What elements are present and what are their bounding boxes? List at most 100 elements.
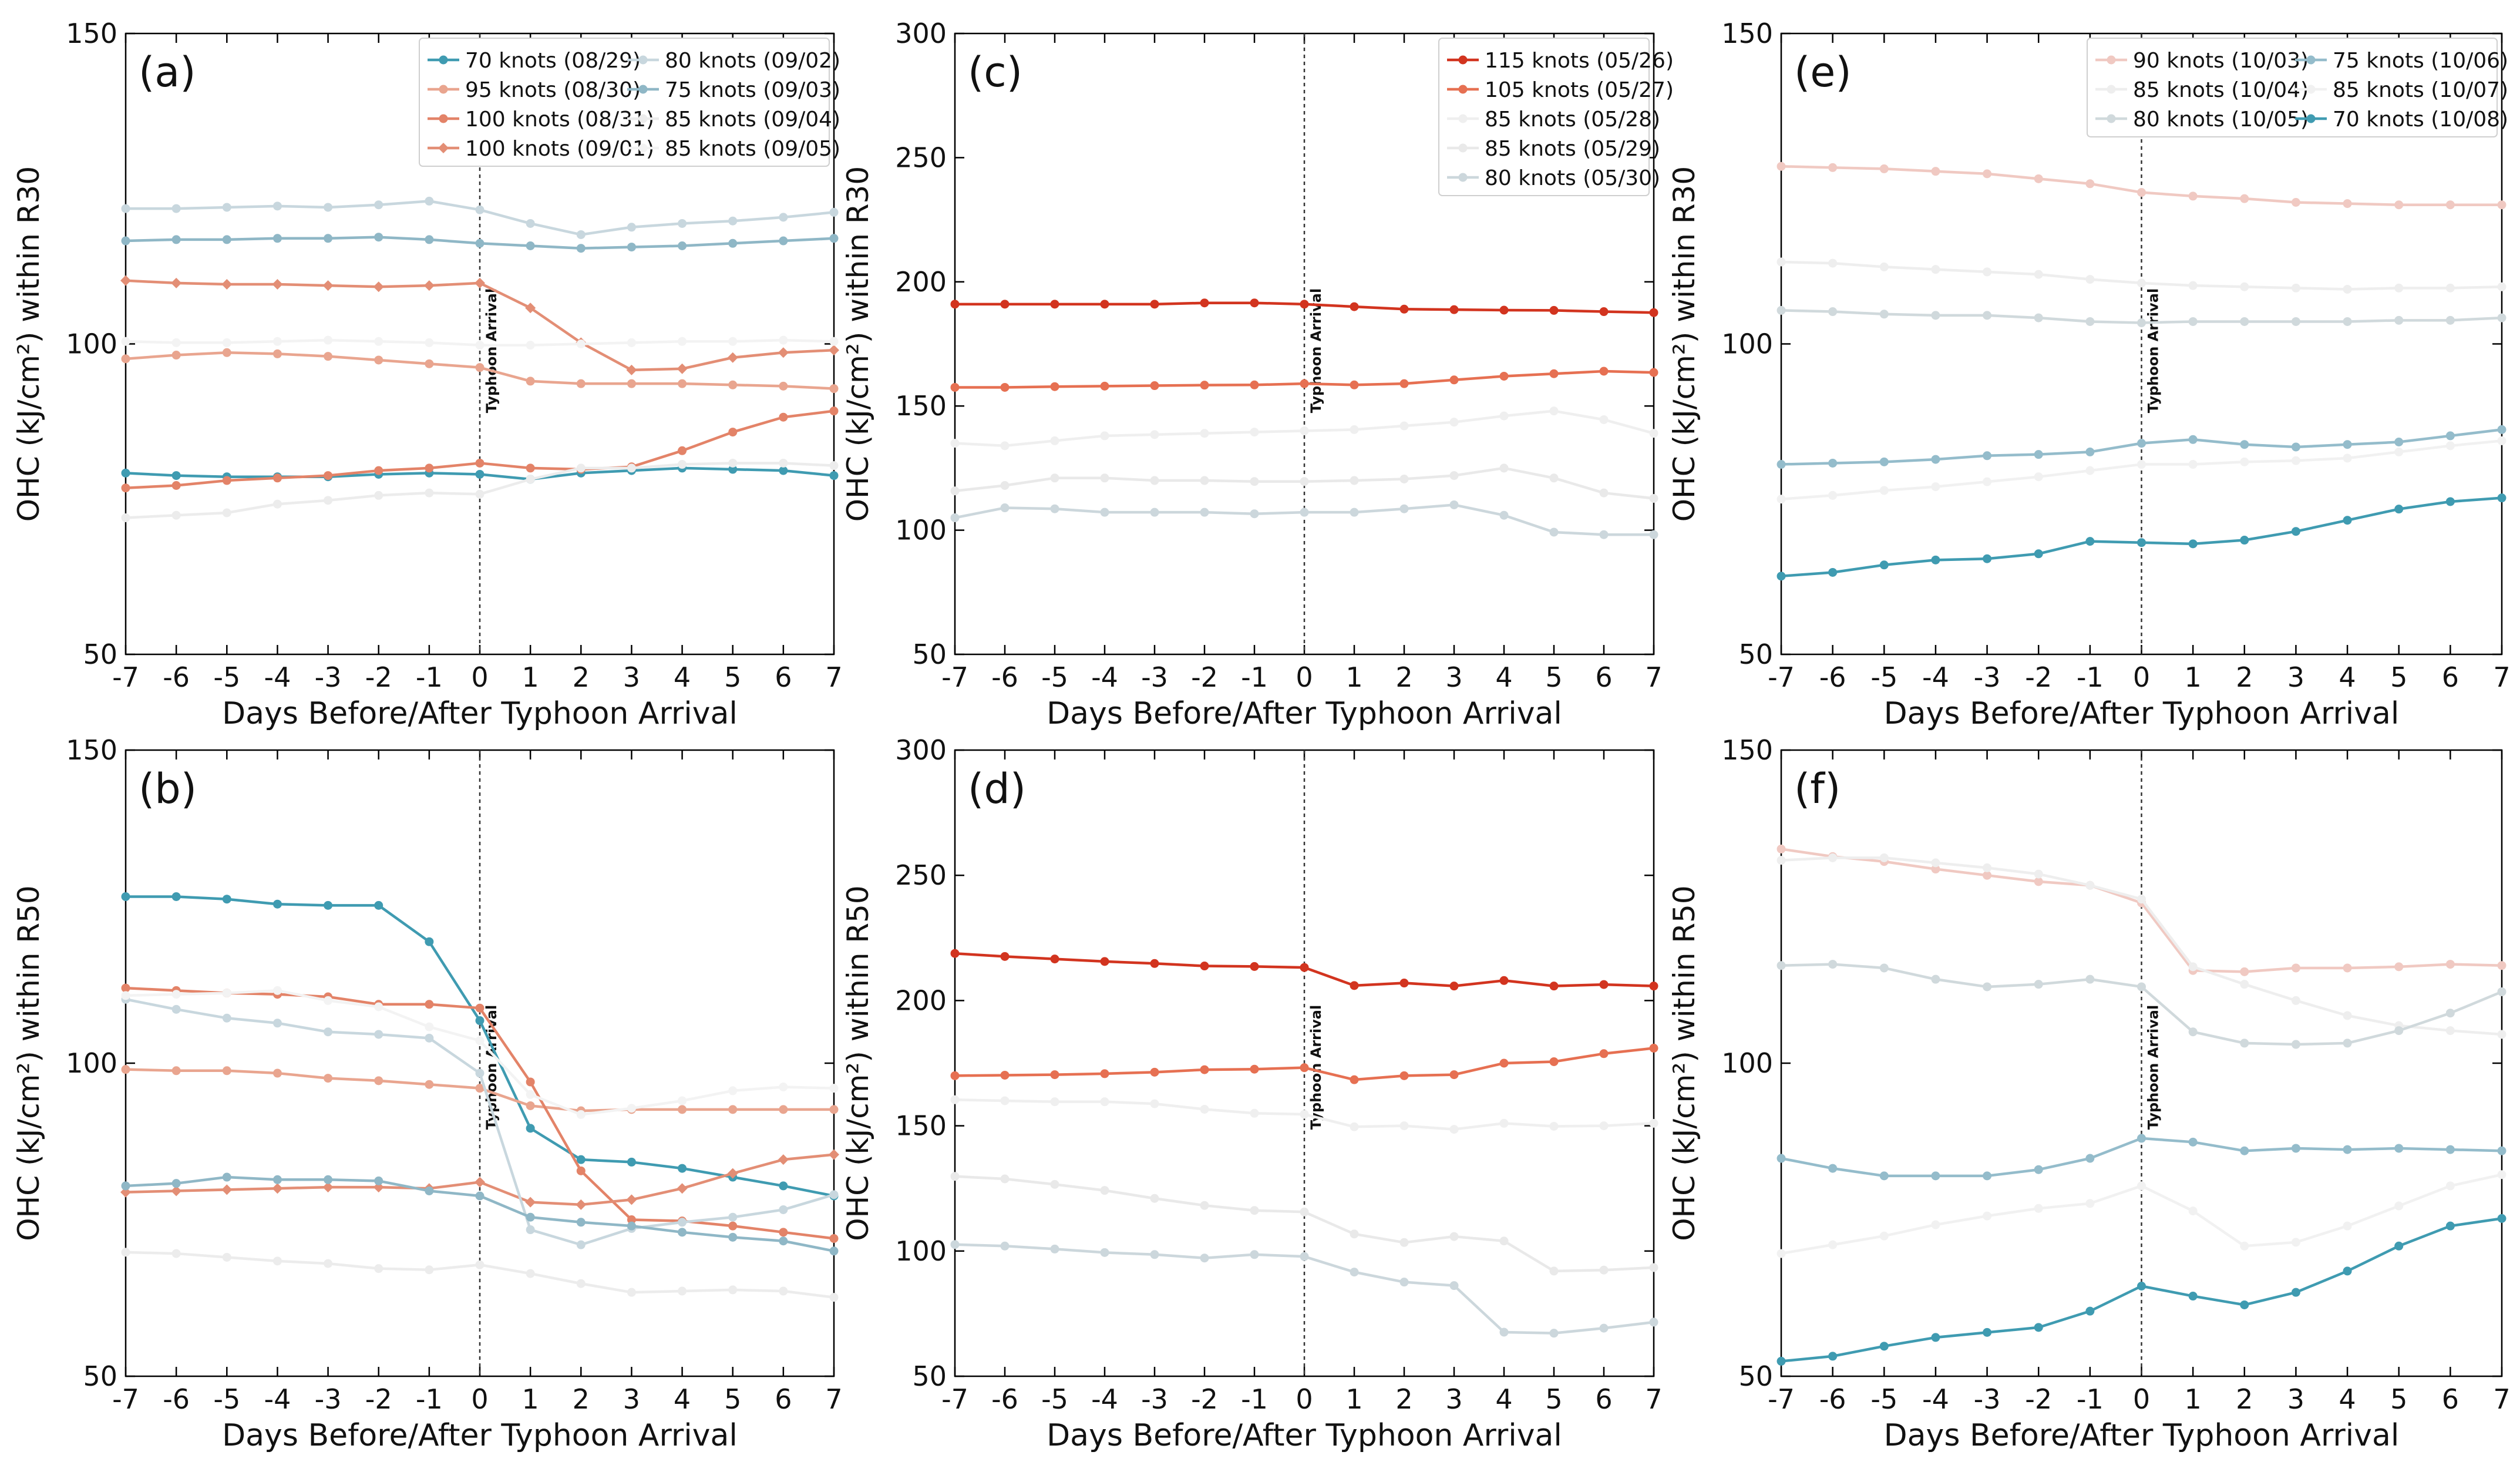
x-tick-label: 1: [2185, 1383, 2202, 1415]
data-point: [2291, 1040, 2300, 1049]
data-point: [425, 1022, 434, 1031]
x-tick-label: -7: [1768, 1383, 1795, 1415]
y-tick-label: 100: [895, 515, 947, 546]
data-point: [2497, 493, 2506, 503]
data-point: [1983, 169, 1992, 179]
data-point: [627, 1157, 636, 1167]
x-tick-label: 0: [471, 661, 488, 693]
data-point: [627, 243, 636, 252]
data-point: [1931, 455, 1940, 464]
legend: 90 knots (10/03) 85 knots (10/04) 80 knots…: [2087, 38, 2508, 137]
data-point: [1549, 473, 1559, 483]
data-point: [2343, 1145, 2352, 1154]
x-tick-label: -3: [1141, 1383, 1168, 1415]
x-tick-label: 4: [1495, 661, 1512, 693]
data-point: [1879, 486, 1889, 495]
data-point: [1879, 457, 1889, 466]
data-point: [526, 341, 535, 350]
data-point: [1200, 1065, 1209, 1074]
data-point: [526, 1090, 535, 1099]
data-point: [322, 1182, 334, 1193]
x-tick-label: -4: [1922, 661, 1949, 693]
data-point: [2240, 440, 2249, 449]
data-point: [2394, 1201, 2404, 1211]
data-point: [2291, 963, 2300, 973]
data-point: [1599, 1121, 1609, 1131]
data-point: [1050, 473, 1059, 483]
data-point: [1250, 1250, 1259, 1259]
data-point: [1931, 1171, 1940, 1181]
data-point: [778, 347, 789, 358]
legend: 70 knots (08/29) 95 knots (08/30) 100 knot…: [419, 38, 840, 167]
data-point: [1649, 1263, 1658, 1272]
data-point: [728, 380, 738, 389]
data-point: [2445, 315, 2455, 325]
data-point: [1100, 1186, 1109, 1195]
data-point: [2085, 537, 2095, 546]
data-point: [779, 466, 788, 475]
typhoon-arrival-label: Typhoon Arrival: [483, 288, 500, 413]
data-point: [475, 1068, 485, 1078]
x-tick-label: 6: [2442, 661, 2459, 693]
data-point: [475, 205, 485, 214]
data-point: [171, 480, 181, 490]
data-point: [1250, 962, 1259, 971]
data-point: [1050, 382, 1059, 391]
legend-swatch-marker: [2306, 55, 2316, 65]
data-point: [2445, 283, 2455, 293]
series-f-1: [1777, 853, 2506, 1039]
data-point: [1100, 381, 1109, 391]
data-point: [425, 1186, 434, 1195]
data-point: [2291, 527, 2300, 536]
data-point: [728, 1086, 738, 1095]
data-point: [2394, 447, 2404, 456]
data-point: [475, 1260, 485, 1269]
legend-item: 70 knots (08/29): [428, 49, 641, 73]
data-point: [475, 489, 485, 499]
data-point: [1100, 1069, 1109, 1078]
x-tick-label: -1: [2077, 1383, 2104, 1415]
data-point: [1649, 1043, 1658, 1053]
data-point: [1649, 1118, 1658, 1128]
x-tick-label: -3: [315, 661, 342, 693]
data-point: [1777, 856, 1786, 865]
data-point: [2394, 283, 2404, 293]
data-point: [2137, 895, 2146, 904]
data-point: [1399, 475, 1409, 484]
data-point: [2497, 425, 2506, 434]
data-point: [779, 1181, 788, 1191]
data-point: [1350, 476, 1359, 485]
x-tick-label: 6: [775, 661, 792, 693]
data-point: [374, 200, 383, 210]
data-point: [829, 1084, 839, 1093]
data-point: [272, 1183, 283, 1194]
data-point: [2137, 982, 2146, 992]
series-line: [1781, 1137, 2502, 1178]
data-point: [272, 986, 282, 995]
data-point: [1649, 493, 1658, 503]
typhoon-arrival-label: Typhoon Arrival: [1308, 288, 1324, 413]
data-point: [1983, 554, 1992, 563]
x-tick-label: -2: [1191, 661, 1218, 693]
data-point: [1200, 1104, 1209, 1114]
data-point: [627, 379, 636, 388]
data-point: [1050, 1179, 1059, 1189]
data-point: [576, 1166, 586, 1175]
typhoon-arrival-label: Typhoon Arrival: [2145, 288, 2162, 413]
data-point: [1931, 311, 1940, 320]
x-tick-label: -5: [1870, 1383, 1897, 1415]
data-point: [272, 201, 282, 211]
data-point: [2240, 194, 2249, 203]
data-point: [2445, 1145, 2455, 1154]
data-point: [526, 241, 535, 250]
series-c-4: [950, 500, 1658, 539]
data-point: [272, 1256, 282, 1266]
data-point: [1499, 1236, 1509, 1246]
legend-box: [1438, 38, 1650, 196]
legend-label: 70 knots (10/08): [2333, 107, 2508, 132]
data-point: [1777, 162, 1786, 171]
data-point: [829, 345, 839, 356]
x-tick-label: 3: [2287, 1383, 2304, 1415]
data-point: [1931, 555, 1940, 564]
data-point: [475, 277, 485, 288]
